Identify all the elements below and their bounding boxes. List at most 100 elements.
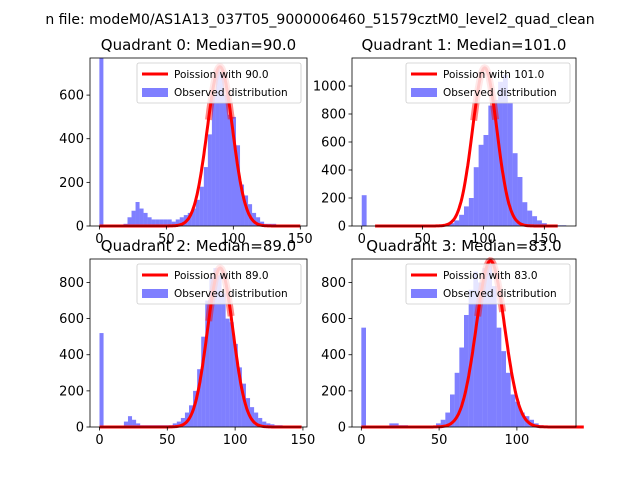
legend-fit-label: Poission with 89.0 [174,270,269,282]
x-tick-label: 50 [431,433,448,448]
histogram-bar [512,153,518,226]
histogram-bar [260,221,265,226]
histogram-bar [179,217,184,226]
histogram-bar [520,412,525,427]
x-tick-label: 50 [159,433,176,448]
histogram-bar [221,293,226,427]
histogram-bar [139,208,144,226]
histogram-bar [132,419,137,427]
legend-hist-swatch [142,88,168,97]
histogram-bar [449,223,455,226]
histogram-bar [256,217,261,226]
y-tick-label: 400 [321,348,346,363]
histogram-bar [123,421,128,427]
histogram-bar [207,134,212,226]
histogram-bar [254,412,259,427]
histogram-bar [473,167,479,226]
legend-fit-label: Poission with 83.0 [443,270,538,282]
histogram-bar [507,102,513,226]
panel-title: Quadrant 1: Median=101.0 [362,36,567,54]
y-tick-label: 600 [59,312,84,327]
histogram-bar [464,206,469,226]
legend-box [405,62,571,104]
histogram-bar [473,271,478,427]
histogram-bar [492,286,497,427]
histogram-bar [99,58,104,226]
histogram-bar [440,419,446,427]
histogram-bar [217,275,222,427]
y-tick-label: 0 [338,421,346,436]
y-tick-label: 200 [59,176,84,191]
histogram-bar [252,212,257,226]
legend-fit-label: Poission with 90.0 [174,69,269,81]
histogram-bar [361,327,366,427]
histogram-bar [478,144,484,226]
y-tick-label: 600 [321,136,346,151]
y-tick-label: 800 [59,276,84,291]
legend-box [136,263,302,305]
histogram-bar [136,423,141,427]
x-tick-label: 150 [288,232,313,247]
histogram-bar [522,202,528,226]
histogram-bar [127,217,132,226]
x-tick-label: 0 [95,433,103,448]
histogram-bar [151,219,156,226]
histogram-bar [159,219,164,226]
suptitle: n file: modeM0/AS1A13_037T05_9000006460_… [45,12,594,28]
chart-panel-3: 0 50 100 0 200 400 600 800 Poission with 83.0 Obs… [321,237,584,448]
y-tick-label: 600 [321,312,346,327]
y-tick-label: 800 [321,276,346,291]
y-tick-label: 0 [76,421,84,436]
x-tick-label: 150 [532,232,557,247]
histogram-bar [131,210,136,226]
y-tick-label: 400 [59,348,84,363]
axes-frame [89,57,308,227]
x-tick-label: 0 [358,232,366,247]
y-tick-label: 200 [321,192,346,207]
histogram-bar [143,212,148,226]
histogram-bar [225,318,230,427]
histogram-bar [241,383,246,427]
histogram-bar [250,407,255,427]
histogram-bar [135,202,140,226]
histogram-bar [227,114,232,226]
histogram-bar [501,351,506,427]
histogram-bar [213,268,218,427]
x-tick-label: 100 [504,433,529,448]
histogram-bar [163,219,168,226]
y-tick-label: 200 [59,384,84,399]
histogram-bar [482,268,488,427]
histogram-bar [468,198,474,226]
histogram-bar [191,208,196,226]
y-tick-label: 400 [59,132,84,147]
histogram-bar [237,367,242,427]
histogram-bar [488,105,494,226]
histogram-bar [99,333,104,427]
x-tick-label: 150 [291,433,316,448]
histogram-bar [203,167,208,226]
histogram-bar [517,177,523,226]
histogram-bar [454,220,460,226]
histogram-bar [394,423,399,427]
histogram-bar [487,264,492,427]
legend-hist-label: Observed distribution [174,288,288,300]
x-tick-label: 100 [471,232,496,247]
histogram-bar [167,219,172,226]
histogram-bar [215,68,220,226]
histogram-bar [532,216,538,226]
y-tick-label: 800 [321,108,346,123]
legend-box [405,263,571,305]
histogram-bar [209,277,214,427]
histogram-bar [496,327,502,427]
legend-hist-label: Observed distribution [443,87,557,99]
histogram-bar [527,210,533,226]
x-tick-label: 100 [221,232,246,247]
y-tick-label: 200 [321,384,346,399]
histogram-bar [236,145,241,226]
x-tick-label: 0 [95,232,103,247]
histogram-bar [493,100,499,226]
histogram-bar [361,195,367,226]
legend-hist-swatch [411,88,437,97]
y-tick-label: 0 [76,220,84,235]
histogram-bar [199,186,204,226]
